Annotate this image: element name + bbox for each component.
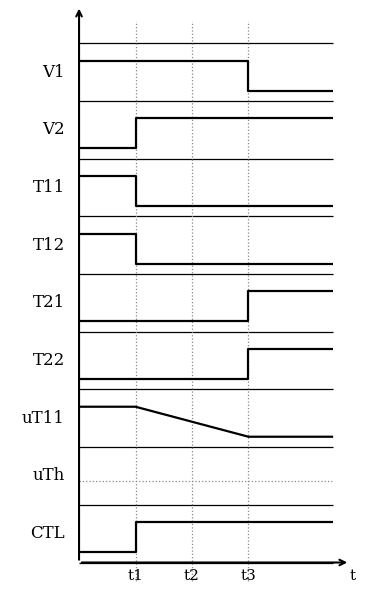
- Text: uTh: uTh: [33, 467, 65, 484]
- Text: t1: t1: [128, 569, 143, 583]
- Text: t: t: [350, 569, 356, 583]
- Text: T12: T12: [33, 236, 65, 254]
- Text: T21: T21: [33, 295, 65, 311]
- Text: T22: T22: [33, 352, 65, 369]
- Text: uT11: uT11: [22, 410, 65, 427]
- Text: V2: V2: [42, 121, 65, 139]
- Text: CTL: CTL: [30, 525, 65, 542]
- Text: t3: t3: [240, 569, 256, 583]
- Text: V1: V1: [42, 64, 65, 80]
- Text: T11: T11: [33, 179, 65, 196]
- Text: t2: t2: [184, 569, 200, 583]
